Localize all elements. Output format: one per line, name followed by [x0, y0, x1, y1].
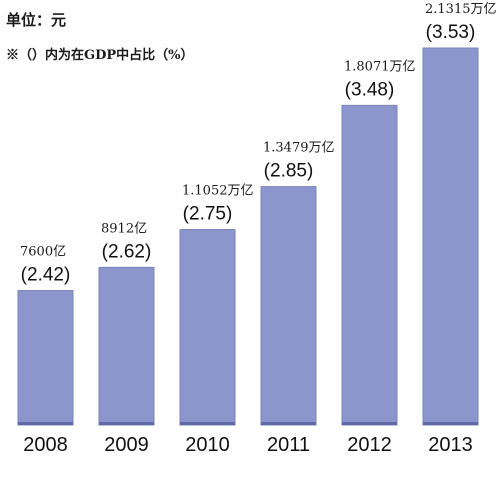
year-label-2010: 2010 — [185, 434, 230, 456]
bar-2011 — [260, 186, 317, 426]
bar-base-2011 — [261, 422, 316, 425]
gdp-share-label-2013: (3.53) — [426, 22, 476, 43]
gdp-share-label-2011: (2.85) — [264, 161, 314, 182]
bar-base-2012 — [342, 422, 397, 425]
year-label-2008: 2008 — [23, 434, 68, 456]
value-label-2010: 1.1052万亿 — [182, 184, 254, 199]
value-label-2009: 8912亿 — [101, 221, 147, 236]
bar-2013 — [422, 47, 479, 426]
value-label-2013: 2.1315万亿 — [425, 2, 497, 17]
bar-2012 — [341, 104, 398, 426]
bar-2008 — [17, 290, 74, 426]
bar-base-2008 — [18, 422, 73, 425]
value-label-2011: 1.3479万亿 — [263, 141, 335, 156]
year-label-2009: 2009 — [104, 434, 149, 456]
bar-2010 — [179, 229, 236, 426]
unit-note: 单位：元 — [6, 11, 66, 29]
gdp-share-label-2010: (2.75) — [183, 204, 233, 225]
year-label-2012: 2012 — [347, 434, 392, 456]
bar-base-2010 — [180, 422, 235, 425]
bars-group — [17, 47, 479, 426]
bar-base-2013 — [423, 422, 478, 425]
year-label-2013: 2013 — [428, 434, 473, 456]
year-label-2011: 2011 — [267, 434, 310, 456]
labels-group: 7600亿 (2.42) 2008 8912亿 (2.62) 2009 1.1052万亿 (2… — [20, 2, 497, 456]
gdp-share-label-2008: (2.42) — [21, 265, 71, 286]
bar-base-2009 — [99, 422, 154, 425]
bar-2009 — [98, 266, 155, 426]
gdp-share-note: ※（）内为在GDP中占比（%） — [6, 47, 194, 63]
value-label-2012: 1.8071万亿 — [344, 59, 416, 74]
gdp-share-label-2009: (2.62) — [102, 241, 152, 262]
value-label-2008: 7600亿 — [20, 245, 66, 260]
gdp-share-label-2012: (3.48) — [345, 79, 395, 100]
